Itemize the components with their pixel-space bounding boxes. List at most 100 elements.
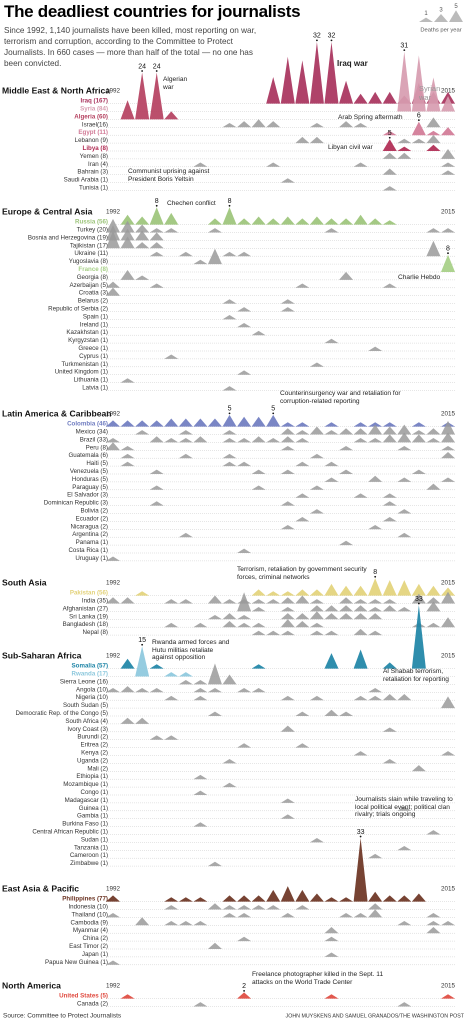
death-triangle [106,420,120,427]
death-triangle [382,283,397,288]
country-label: Myanmar (4) [73,927,108,934]
death-triangle [280,445,295,451]
death-triangle [237,548,252,553]
death-triangle [193,695,208,701]
death-triangle [441,452,455,459]
death-triangle [178,251,193,257]
death-triangle [397,895,412,902]
death-triangle [295,743,310,748]
death-triangle [339,428,354,435]
death-triangle [193,822,208,827]
legend-triangle [419,17,433,22]
death-triangle [164,672,179,677]
x-tick-label: 1992 [106,580,121,587]
country-label: Iraq (167) [80,98,108,105]
death-triangle [382,501,397,506]
death-triangle [149,469,164,474]
country-label: Cambodia (9) [71,919,109,926]
country-label: Libya (8) [83,145,108,152]
peak-dot [243,990,245,992]
death-triangle [135,646,150,677]
death-triangle [280,469,295,474]
death-triangle [135,917,150,926]
country-label: El Salvador (3) [67,492,108,499]
death-triangle [178,418,193,427]
death-triangle [441,149,455,159]
country-label: Cameroon (1) [70,852,108,859]
death-triangle [339,80,354,104]
country-label: Kenya (2) [81,750,108,757]
death-triangle [106,597,120,604]
death-triangle [237,218,252,225]
death-triangle [295,905,310,910]
country-label: Afghanistan (27) [63,605,108,612]
death-triangle [441,477,455,482]
peak-label: 5 [388,130,392,137]
country-label: France (8) [78,266,108,273]
annotation: Libyan civil war [328,144,373,151]
death-triangle [237,905,252,910]
annotation: Rwanda armed forces and Hutu militias re… [152,639,230,662]
death-triangle [353,493,368,498]
legend-value: 5 [454,4,458,10]
death-triangle [309,599,324,604]
death-triangle [237,743,252,748]
country-label: Yemen (8) [80,153,108,160]
death-triangle [295,218,310,225]
peak-dot [447,252,449,255]
death-triangle [120,717,135,724]
death-triangle [411,138,426,144]
death-triangle [207,595,222,604]
death-triangle [368,891,383,902]
death-triangle [411,593,426,604]
region-title: Europe & Central Asia [2,206,93,216]
death-triangle [135,242,150,249]
subtitle: Since 1992, 1,140 journalists have been … [4,26,257,68]
country-label: Bangladesh (18) [63,621,108,628]
death-triangle [280,178,295,183]
death-triangle [441,591,455,604]
death-triangle [397,532,412,538]
death-triangle [309,136,324,144]
country-label: Bosnia and Herzegovina (19) [28,234,108,241]
death-triangle [397,845,412,851]
death-triangle [309,630,324,636]
death-triangle [353,695,368,701]
death-triangle [411,893,426,902]
death-triangle [207,711,222,716]
death-triangle [251,330,266,336]
death-triangle [149,228,164,233]
country-label: Gambia (1) [77,813,108,820]
death-triangle [368,524,383,530]
death-triangle [280,597,295,604]
peak-dot [228,204,231,207]
title: The deadliest countries for journalists [4,2,301,21]
region-title: South Asia [2,577,47,587]
annotation: Algerian war [163,76,188,91]
country-label: Guatemala (6) [68,452,108,459]
death-triangle [295,438,310,443]
death-triangle [324,653,339,669]
peak-dot [155,204,158,207]
death-triangle [120,461,135,467]
annotation: Iraq war [337,59,368,68]
peak-label: 8 [373,569,377,576]
death-triangle [295,60,310,104]
annotation: Charlie Hebdo [398,274,441,281]
death-triangle [295,283,310,288]
x-tick-label: 1992 [106,983,121,990]
death-triangle [397,445,412,451]
death-triangle [193,259,208,265]
death-triangle [149,72,164,120]
x-tick-label: 2015 [441,209,456,216]
death-triangle [207,942,222,949]
death-triangle [382,759,397,764]
death-triangle [368,903,383,910]
death-triangle [266,162,281,167]
death-triangle [368,613,383,620]
country-label: China (2) [83,935,108,942]
death-triangle [382,426,397,435]
death-triangle [397,138,412,144]
death-triangle [178,680,193,685]
